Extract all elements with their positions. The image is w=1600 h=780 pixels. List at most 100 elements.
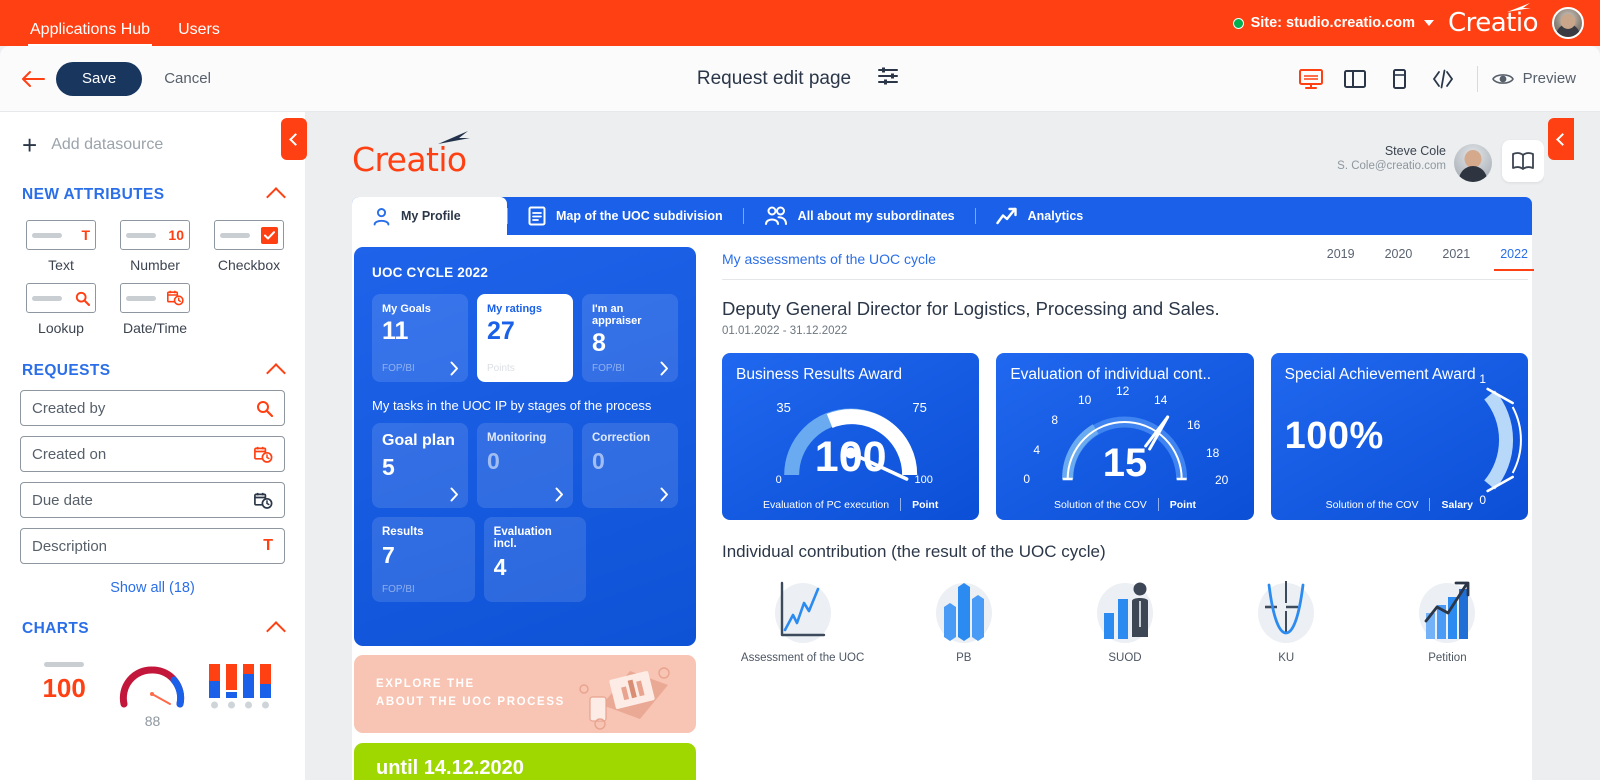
attribute-datetime-label: Date/Time <box>122 320 188 336</box>
contribution-ku[interactable]: KU <box>1206 574 1367 664</box>
toolbar-divider <box>1476 65 1478 92</box>
collapse-left-panel-button[interactable] <box>281 118 307 160</box>
collapse-right-panel-button[interactable] <box>1548 118 1574 160</box>
tab-all-about-subordinates-label: All about my subordinates <box>797 209 955 223</box>
book-icon <box>1512 152 1534 170</box>
tab-my-profile[interactable]: My Profile <box>352 197 507 235</box>
attribute-checkbox-box <box>214 220 284 250</box>
status-dot-icon <box>1232 17 1244 29</box>
attribute-text-box: T <box>26 220 96 250</box>
year-filter: 2019 2020 2021 2022 <box>1326 247 1534 271</box>
field-created-on[interactable]: Created on <box>20 436 285 472</box>
section-header-requests[interactable]: REQUESTS <box>0 350 305 390</box>
sliders-icon <box>878 67 899 85</box>
field-due-date[interactable]: Due date <box>20 482 285 518</box>
gauge-card-business-results-award[interactable]: Business Results Award 35 75 0 100 100 <box>722 353 980 520</box>
year-2020[interactable]: 2020 <box>1384 247 1413 261</box>
contribution-petition-label: Petition <box>1428 652 1467 664</box>
section-header-charts[interactable]: CHARTS <box>0 608 305 648</box>
gauge-card-row: Business Results Award 35 75 0 100 100 <box>722 353 1528 520</box>
banner-explore-uoc[interactable]: EXPLORE THE ABOUT THE UOC PROCESS <box>354 655 696 733</box>
year-2021[interactable]: 2021 <box>1442 247 1471 261</box>
page-settings-button[interactable] <box>877 65 903 92</box>
contribution-assessment-of-the-uoc[interactable]: Assessment of the UOC <box>722 574 883 664</box>
stage-evaluation-incl[interactable]: Evaluation incl. 4 <box>483 517 587 602</box>
nav-users[interactable]: Users <box>176 22 222 46</box>
attribute-datetime[interactable]: Date/Time <box>116 283 194 336</box>
person-icon <box>373 207 390 225</box>
user-avatar[interactable] <box>1552 7 1584 39</box>
tablet-view-button[interactable] <box>1335 60 1375 98</box>
add-datasource-button[interactable]: + Add datasource <box>0 112 305 174</box>
stage-monitoring[interactable]: Monitoring 0 <box>477 423 573 508</box>
kpi-my-ratings-value: 27 <box>487 317 515 345</box>
kpi-my-ratings[interactable]: My ratings 27 Points <box>477 294 573 382</box>
stage-results-value: 7 <box>382 542 395 568</box>
gauge-3-footer-left: Solution of the COV <box>1325 498 1419 511</box>
code-view-button[interactable] <box>1423 60 1463 98</box>
chevron-right-icon <box>660 487 668 502</box>
year-2022[interactable]: 2022 <box>1494 247 1534 271</box>
stage-goal-plan[interactable]: Goal plan 5 <box>372 423 468 508</box>
chart-thumb-number[interactable]: 100 <box>24 662 104 704</box>
save-button[interactable]: Save <box>56 61 143 96</box>
banner-explore-line2: ABOUT THE UOC PROCESS <box>376 696 565 709</box>
field-description[interactable]: Description T <box>20 528 285 564</box>
gauge-1-value: 100 <box>814 433 887 481</box>
calendar-clock-icon <box>254 492 273 509</box>
back-arrow-icon <box>22 70 45 87</box>
kpi-im-an-appraiser-unit: FOP/BI <box>592 363 625 374</box>
gauge-1-graphic: 35 75 0 100 <box>776 400 933 486</box>
kpi-my-goals[interactable]: My Goals 11 FOP/BI <box>372 294 468 382</box>
field-created-by[interactable]: Created by <box>20 390 285 426</box>
preview-label: Preview <box>1522 70 1576 87</box>
editor-toolbar: Save Cancel Request edit page <box>0 46 1600 112</box>
field-description-label: Description <box>32 537 108 555</box>
knowledge-base-button[interactable] <box>1502 140 1544 182</box>
tab-all-about-subordinates[interactable]: All about my subordinates <box>744 197 975 235</box>
kpi-im-an-appraiser[interactable]: I'm an appraiser 8 FOP/BI <box>582 294 678 382</box>
attribute-checkbox-label: Checkbox <box>217 257 281 273</box>
chart-thumb-bar[interactable] <box>201 662 281 715</box>
attribute-text[interactable]: T Text <box>22 220 100 273</box>
attribute-checkbox[interactable]: Checkbox <box>210 220 288 273</box>
page-title: Request edit page <box>696 67 852 89</box>
chart-thumb-gauge[interactable]: 88 <box>112 662 192 729</box>
show-all-link[interactable]: Show all (18) <box>110 580 195 596</box>
desktop-view-button[interactable] <box>1291 60 1331 98</box>
section-header-new-attributes[interactable]: NEW ATTRIBUTES <box>0 174 305 214</box>
section-title-new-attributes: NEW ATTRIBUTES <box>22 186 165 203</box>
gauge-1-tick-0: 0 <box>776 474 782 486</box>
uoc-tasks-subtitle: My tasks in the UOC IP by stages of the … <box>372 398 652 413</box>
back-button[interactable] <box>16 62 50 96</box>
mobile-view-button[interactable] <box>1379 60 1419 98</box>
attribute-number-label: Number <box>130 257 180 273</box>
site-selector[interactable]: Site: studio.creatio.com <box>1232 15 1434 31</box>
eye-icon <box>1491 73 1514 84</box>
banner-deadline[interactable]: until 14.12.2020 <box>354 743 696 780</box>
calendar-clock-icon <box>254 446 273 463</box>
stage-correction[interactable]: Correction 0 <box>582 423 678 508</box>
attribute-number[interactable]: 10 Number <box>116 220 194 273</box>
portal-user-avatar[interactable] <box>1454 144 1492 182</box>
attribute-palette: T Text 10 Number Checkbox <box>0 214 300 342</box>
tab-analytics[interactable]: Analytics <box>976 197 1104 235</box>
nav-applications-hub[interactable]: Applications Hub <box>28 22 153 46</box>
field-created-on-label: Created on <box>32 445 107 463</box>
contribution-pb[interactable]: PB <box>883 574 1044 664</box>
gauge-card-special-achievement-award[interactable]: Special Achievement Award 1 0 100% Solut… <box>1270 353 1528 520</box>
preview-button[interactable]: Preview <box>1491 70 1582 87</box>
tab-map-uoc-subdivision[interactable]: Map of the UOC subdivision <box>508 197 743 235</box>
gauge-2-tick-4: 4 <box>1034 443 1041 457</box>
gauge-card-evaluation-individual-contribution[interactable]: Evaluation of individual cont.. 0 4 8 10 <box>996 353 1254 520</box>
gauge-2-footer: Solution of the COV Point <box>996 498 1253 511</box>
contribution-suod[interactable]: SUOD <box>1044 574 1205 664</box>
attribute-lookup[interactable]: Lookup <box>22 283 100 336</box>
gauge-card-3-title: Special Achievement Award <box>1284 366 1476 383</box>
calendar-clock-icon <box>167 290 184 306</box>
stage-results[interactable]: Results 7 FOP/BI <box>372 517 475 602</box>
year-2019[interactable]: 2019 <box>1326 247 1355 261</box>
chevron-up-icon <box>266 363 286 383</box>
contribution-petition[interactable]: Petition <box>1367 574 1528 664</box>
cancel-button[interactable]: Cancel <box>164 70 211 87</box>
